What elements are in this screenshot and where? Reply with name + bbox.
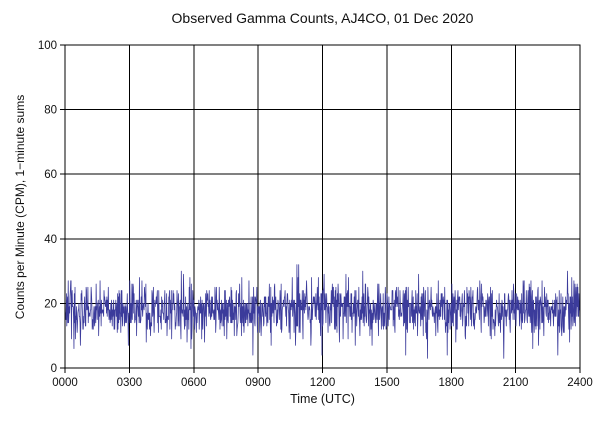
x-tick-label: 1500 <box>374 377 400 389</box>
x-tick-label: 2100 <box>503 377 529 389</box>
data-series-line <box>64 264 581 359</box>
x-tick-label: 0600 <box>181 377 207 389</box>
x-tick-label: 1800 <box>438 377 464 389</box>
chart-title: Observed Gamma Counts, AJ4CO, 01 Dec 202… <box>171 10 474 26</box>
y-tick-label: 20 <box>44 298 57 310</box>
y-tick-label: 0 <box>51 363 57 375</box>
y-tick-label: 100 <box>38 40 57 52</box>
y-tick-label: 40 <box>44 234 57 246</box>
x-tick-label: 1200 <box>310 377 336 389</box>
x-tick-label: 0900 <box>245 377 271 389</box>
y-tick-label: 60 <box>44 169 57 181</box>
y-tick-label: 80 <box>44 105 57 117</box>
x-tick-label: 0300 <box>117 377 143 389</box>
x-axis-label: Time (UTC) <box>290 392 355 406</box>
x-tick-label: 0000 <box>52 377 78 389</box>
plot-frame <box>64 44 581 369</box>
x-tick-label: 2400 <box>567 377 593 389</box>
